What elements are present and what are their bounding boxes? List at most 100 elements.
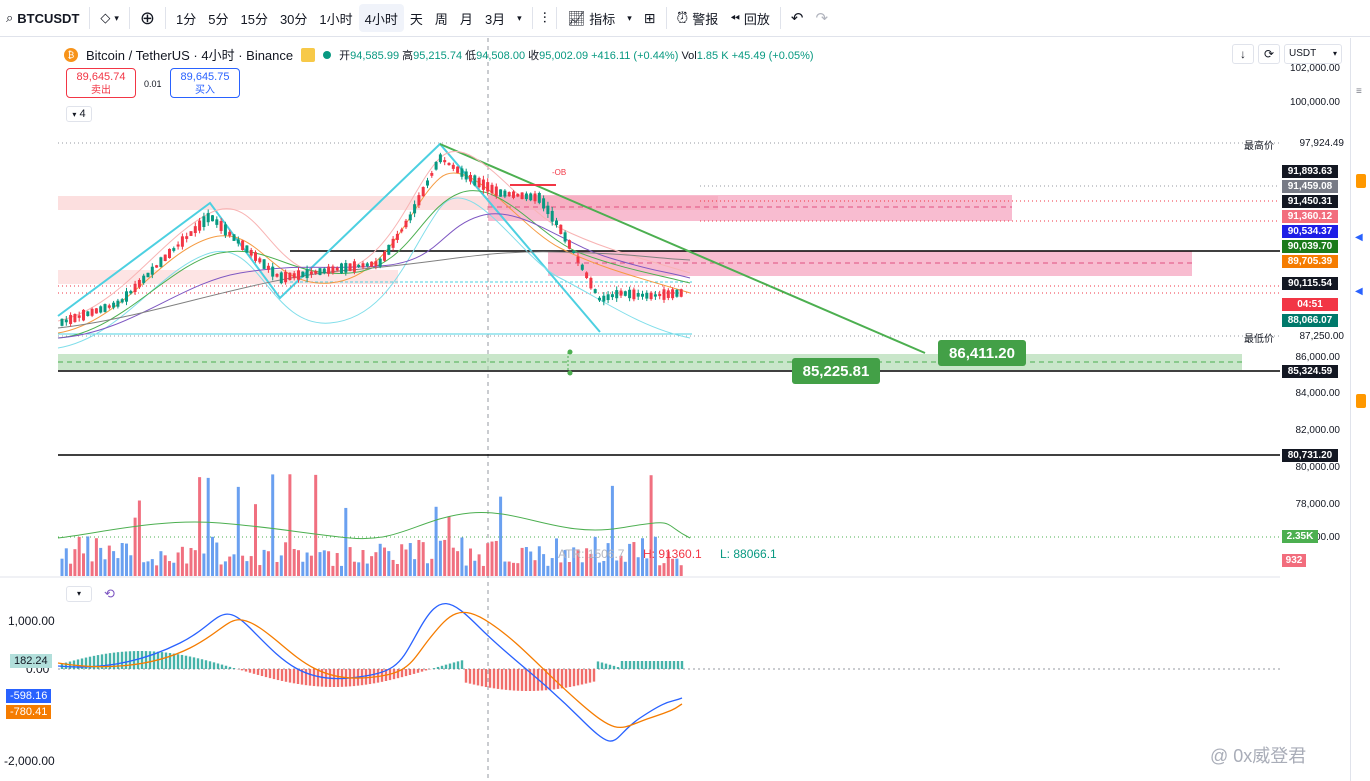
candle-body [176,244,180,247]
symbol-search-button[interactable]: ⌕ BTCUSDT [0,4,85,32]
timeframe-dropdown[interactable]: ▾ [511,4,528,32]
buy-button[interactable]: 89,645.75 买入 [170,68,240,98]
volume-bar [193,550,197,576]
candle-body [598,297,601,301]
candle-body [615,290,619,299]
main-chart[interactable]: -OB ATR: 1506.7 H: 91360.1 L: 88066.1 86… [0,38,1280,781]
price-tag: 90,039.70 [1282,240,1338,253]
candle-body [159,257,163,267]
macd-settings-button[interactable]: ⟲ [104,586,122,602]
macd-hist-bar [516,669,520,691]
highest-price-tag: 97,924.49 [1282,137,1348,150]
watermark: @ 0x威登君 [1210,746,1307,766]
indicators-dropdown[interactable]: ▾ [621,4,638,32]
volume-bar [585,548,589,576]
timeframe-3mo[interactable]: 3月 [484,11,506,27]
close-value: 95,002.09 [539,49,589,62]
volume-bar [206,477,210,576]
candle-body [524,193,528,200]
macd-hist-bar [316,669,320,687]
flag-marker-icon[interactable]: ◀ [1355,286,1363,297]
volume-bar [137,500,141,576]
price-tag: 91,450.31 [1282,195,1338,208]
indicators-collapse-button[interactable]: ▾ 4 [66,106,92,122]
timeframe-1d[interactable]: 天 [409,11,423,27]
macd-hist-bar [400,669,404,678]
candle-body [636,292,640,297]
volume-bar [331,565,335,576]
volume-bar [653,536,657,576]
alert-marker-icon[interactable] [1356,174,1366,188]
layouts-button[interactable]: ⊞ [638,4,662,32]
volume-bar [241,555,245,576]
scroll-down-button[interactable]: ↓ [1232,44,1254,64]
anchor-point [567,349,573,355]
volume-bar [374,552,378,576]
flag-marker-icon[interactable]: ◀ [1355,232,1363,243]
volume-bar [159,551,163,576]
legend-title[interactable]: Bitcoin / TetherUS · 4小时 · Binance [86,48,294,63]
undo-button[interactable]: ↶ [785,4,810,32]
menu-icon[interactable]: ≡ [1356,86,1362,97]
volume-bar [494,540,498,576]
timeframe-1w[interactable]: 周 [434,11,448,27]
rewind-icon: ⏪︎ [730,10,740,25]
buy-price: 89,645.75 [180,71,230,83]
candle-body [142,275,146,283]
timeframe-1h[interactable]: 1小时 [319,11,353,27]
redo-icon: ↷ [815,10,829,27]
macd-hist-bar [192,657,196,669]
indicators-button[interactable]: 📈︎ 指标 [561,4,621,32]
volume-bar [301,561,305,576]
low-value: 94,508.00 [476,49,526,62]
candle-body [438,154,442,163]
macd-hist-bar [496,669,500,689]
volume-bar [378,543,382,576]
macd-hist-bar [364,669,368,685]
timeframe-5m[interactable]: 5分 [208,11,229,27]
volume-bar [460,537,464,576]
macd-hist-bar [288,669,292,683]
macd-hist-bar [520,669,524,691]
candle-body [86,311,90,316]
candle-body [60,318,64,326]
redo-button[interactable]: ↷ [809,4,834,32]
sync-icon: ⟲ [104,586,115,601]
volume-bar [671,558,675,576]
candle-body [116,300,120,307]
timeframe-1mo[interactable]: 月 [459,11,473,27]
volume-bar [279,555,283,576]
alert-button[interactable]: ⏰︎ 警报 [671,4,725,32]
ma-long [57,251,691,329]
volume-bar [593,536,597,576]
timeframe-4h[interactable]: 4小时 [358,4,404,32]
macd-hist-bar [500,669,504,690]
timeframe-1m[interactable]: 1分 [176,11,197,27]
axis-tick: 84,000.00 [1295,388,1341,399]
add-symbol-button[interactable]: ⊕ [134,4,161,32]
candle-body [120,299,124,303]
macd-collapse-button[interactable]: ▾ [66,586,92,602]
chart-type-button[interactable]: ⫶ [537,4,553,32]
volume-bar [77,536,81,576]
volume-bar [90,561,94,576]
compare-button[interactable]: ◇ ▾ [94,4,125,32]
timeframe-15m[interactable]: 15分 [240,11,268,27]
candle-body [443,160,447,163]
macd-hist-bar [548,669,552,690]
axis-tick: 86,000.00 [1295,352,1341,363]
candle-body [494,186,498,196]
timeframe-30m[interactable]: 30分 [279,11,308,27]
candle-body [275,273,279,277]
replay-button[interactable]: ⏪︎ 回放 [724,4,776,32]
macd-hist-bar [416,669,420,673]
reset-chart-button[interactable]: ⟳ [1258,44,1280,64]
price-axis[interactable]: 102,000.00 100,000.00 97,924.49 91,893.6… [1280,38,1350,781]
indicators-label: 指标 [589,11,616,27]
alert-marker-icon[interactable] [1356,394,1366,408]
candle-body [107,305,111,308]
sell-button[interactable]: 89,645.74 卖出 [66,68,136,98]
star-icon[interactable] [301,47,316,62]
currency-select[interactable]: USDT ▾ [1284,44,1342,64]
candle-body [421,187,425,197]
